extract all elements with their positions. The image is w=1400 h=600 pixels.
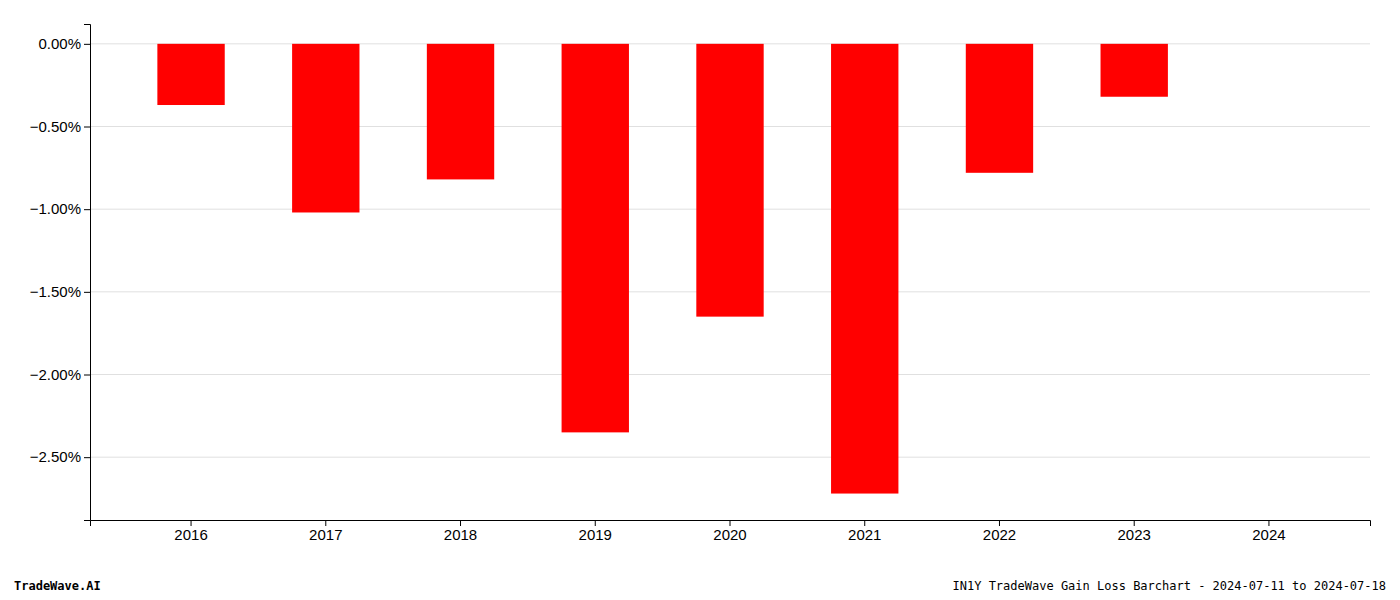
x-tick-label: 2019 (579, 526, 612, 543)
grid-line (90, 457, 1370, 458)
bar (1235, 43, 1302, 44)
x-tick: 2024 (1252, 520, 1285, 543)
bars (157, 44, 1168, 494)
x-tick-label: 2022 (983, 526, 1016, 543)
y-tick-label: −1.50% (30, 283, 81, 300)
y-tick-mark (84, 127, 90, 128)
y-tick-mark (84, 375, 90, 376)
x-tick-label: 2017 (309, 526, 342, 543)
x-tick: 2021 (848, 520, 881, 543)
x-tick: 2017 (309, 520, 342, 543)
y-axis: 0.00% −0.50% −1.00% −1.50% −2.00% −2.50% (30, 25, 91, 521)
bar (696, 44, 763, 317)
x-tick: 2023 (1118, 520, 1151, 543)
x-tick: 2018 (444, 520, 477, 543)
plot: 0.00%−0.50%−1.00%−1.50%−2.00%−2.50%20162… (30, 25, 1371, 543)
x-tick: 2016 (174, 520, 207, 543)
x-tick: 2020 (713, 520, 746, 543)
y-tick-mark (84, 292, 90, 293)
y-tick: −1.50% (30, 283, 90, 300)
x-tick-label: 2016 (174, 526, 207, 543)
bar (157, 44, 224, 105)
chart: 0.00%−0.50%−1.00%−1.50%−2.00%−2.50%20162… (0, 0, 1400, 600)
bar (562, 44, 629, 433)
annotation-left: TradeWave.AI (14, 579, 101, 593)
y-axis-line (84, 25, 91, 521)
annotation-right: IN1Y TradeWave Gain Loss Barchart - 2024… (953, 579, 1386, 593)
y-tick-label: −2.50% (30, 448, 81, 465)
x-tick-label: 2024 (1252, 526, 1285, 543)
y-tick-label: −2.00% (30, 366, 81, 383)
bar (966, 44, 1033, 173)
y-tick-label: −0.50% (30, 118, 81, 135)
x-axis: 2016 2017 2018 2019 2020 2021 2022 2023 2024 (91, 520, 1371, 543)
y-tick: −1.00% (30, 200, 90, 217)
x-tick-label: 2023 (1118, 526, 1151, 543)
y-tick-label: −1.00% (30, 200, 81, 217)
bar (292, 44, 359, 213)
grid-line (90, 374, 1370, 375)
y-tick-mark (84, 209, 90, 210)
y-tick-label: 0.00% (38, 35, 81, 52)
y-tick-mark (84, 457, 90, 458)
y-tick: −2.50% (30, 448, 90, 465)
y-tick: −2.00% (30, 366, 90, 383)
x-tick: 2022 (983, 520, 1016, 543)
bar (1101, 44, 1168, 97)
bar (427, 44, 494, 180)
x-tick: 2019 (579, 520, 612, 543)
y-tick-mark (84, 44, 90, 45)
x-tick-label: 2018 (444, 526, 477, 543)
bar (831, 44, 898, 494)
y-tick: −0.50% (30, 118, 90, 135)
x-tick-label: 2020 (713, 526, 746, 543)
y-tick: 0.00% (38, 35, 90, 52)
x-tick-label: 2021 (848, 526, 881, 543)
grid (90, 44, 1370, 457)
